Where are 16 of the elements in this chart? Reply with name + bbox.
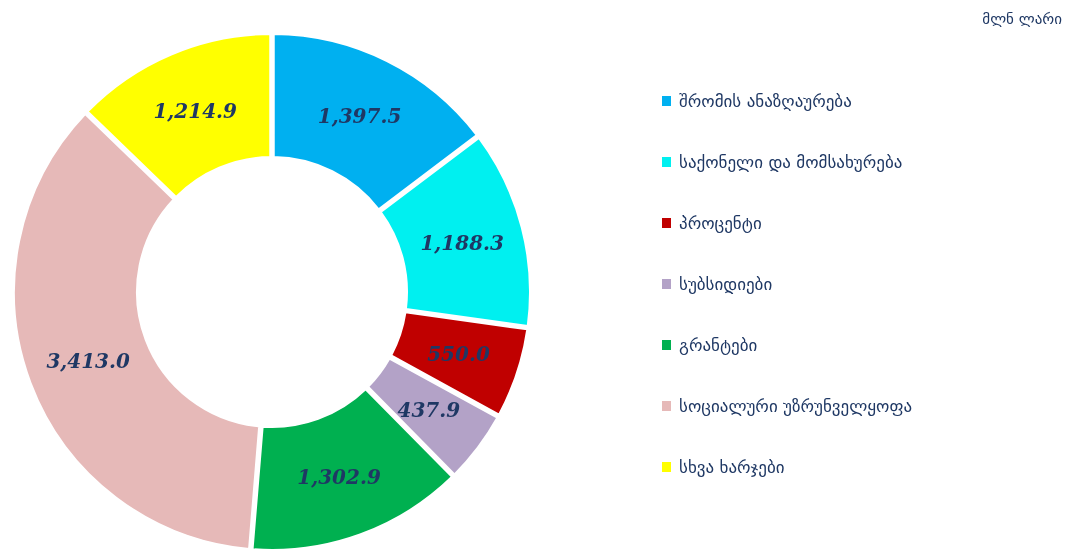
legend-label: პროცენტი bbox=[679, 212, 762, 233]
data-label: 1,302.9 bbox=[297, 464, 381, 489]
legend-label: შრომის ანაზღაურება bbox=[679, 90, 852, 111]
text: მლნ ლარი bbox=[982, 10, 1063, 28]
legend-label: სხვა ხარჯები bbox=[679, 456, 785, 477]
data-label: 1,397.5 bbox=[317, 104, 402, 129]
data-label: 1,188.3 bbox=[420, 230, 505, 255]
donut-slice bbox=[86, 33, 272, 198]
data-label: 437.9 bbox=[397, 398, 461, 423]
data-label: 3,413.0 bbox=[46, 349, 130, 374]
data-label: 550.0 bbox=[427, 341, 490, 366]
legend-label: სუბსიდიები bbox=[679, 273, 773, 294]
data-label: 1,214.9 bbox=[153, 99, 238, 124]
legend-label: გრანტები bbox=[679, 334, 758, 355]
legend-label: სოციალური უზრუნველყოფა bbox=[679, 395, 913, 416]
legend-label: საქონელი და მომსახურება bbox=[679, 151, 903, 172]
